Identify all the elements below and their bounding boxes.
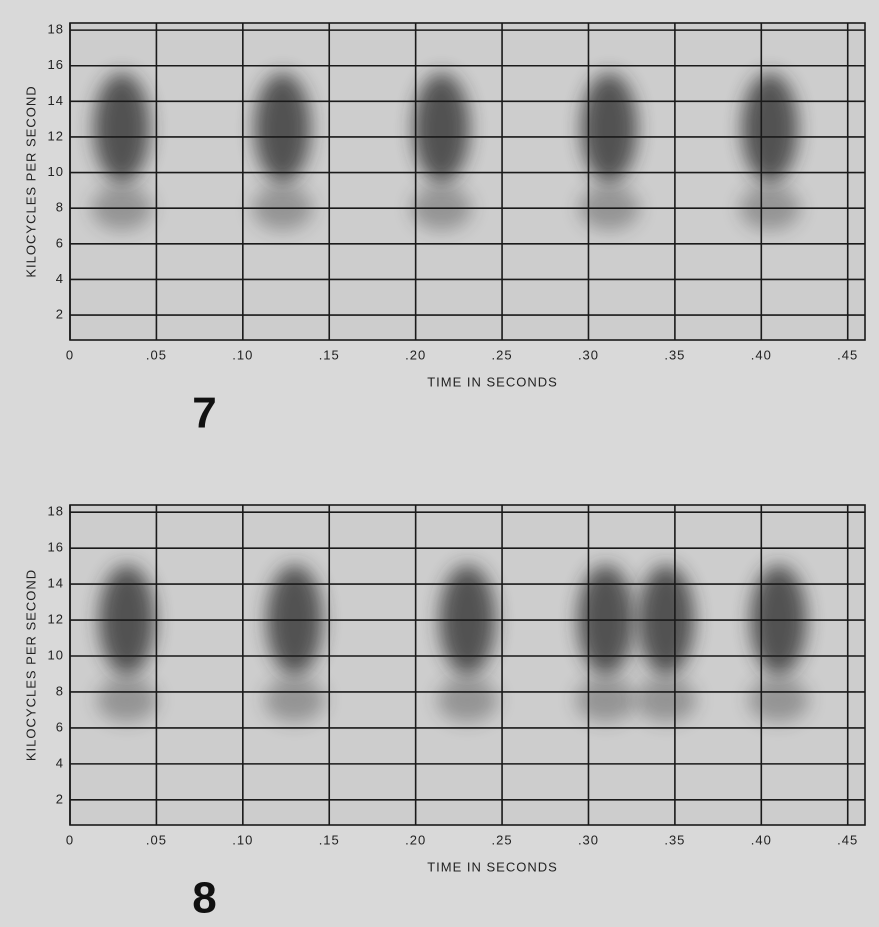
y-tick-label: 8 xyxy=(56,200,64,215)
x-tick-label: .45 xyxy=(837,832,858,847)
x-tick-label: .30 xyxy=(578,347,599,362)
y-tick-label: 12 xyxy=(48,611,64,626)
y-tick-label: 8 xyxy=(56,683,64,698)
y-axis-label: KILOCYCLES PER SECOND xyxy=(23,85,38,277)
energy-burst-low xyxy=(748,678,809,723)
y-tick-label: 2 xyxy=(56,307,64,322)
y-tick-label: 16 xyxy=(48,540,64,555)
y-tick-label: 6 xyxy=(56,235,64,250)
figure-number: 7 xyxy=(192,389,217,438)
plot-frame xyxy=(69,504,866,826)
x-tick-label: .10 xyxy=(232,832,253,847)
x-tick-label: 0 xyxy=(66,832,74,847)
y-tick-label: 4 xyxy=(56,271,64,286)
energy-burst-low xyxy=(575,678,636,723)
x-axis-label: TIME IN SECONDS xyxy=(427,859,558,874)
energy-burst xyxy=(581,73,638,184)
y-axis-label: KILOCYCLES PER SECOND xyxy=(23,569,38,761)
plot-frame xyxy=(69,22,866,341)
plot-area xyxy=(70,23,865,340)
y-tick-label: 18 xyxy=(48,504,64,519)
x-tick-label: .10 xyxy=(232,347,253,362)
y-tick-label: 10 xyxy=(48,647,64,662)
x-tick-label: .25 xyxy=(492,832,513,847)
energy-burst-low xyxy=(264,678,325,723)
energy-burst-low xyxy=(636,678,697,723)
figure-number: 8 xyxy=(192,874,217,923)
x-axis-label: TIME IN SECONDS xyxy=(427,374,558,389)
y-tick-label: 16 xyxy=(48,57,64,72)
energy-burst xyxy=(93,73,150,184)
x-tick-label: .35 xyxy=(664,347,685,362)
y-tick-label: 4 xyxy=(56,755,64,770)
y-tick-label: 14 xyxy=(48,576,64,591)
x-tick-label: .05 xyxy=(146,832,167,847)
energy-burst-low xyxy=(97,678,158,723)
x-tick-label: .20 xyxy=(405,347,426,362)
x-tick-label: .35 xyxy=(664,832,685,847)
y-tick-label: 12 xyxy=(48,128,64,143)
x-tick-label: .15 xyxy=(319,347,340,362)
x-tick-label: .05 xyxy=(146,347,167,362)
energy-burst xyxy=(254,73,311,184)
y-tick-label: 14 xyxy=(48,93,64,108)
y-tick-label: 6 xyxy=(56,719,64,734)
x-tick-label: .40 xyxy=(751,347,772,362)
x-tick-label: .20 xyxy=(405,832,426,847)
x-tick-label: .15 xyxy=(319,832,340,847)
x-tick-label: .40 xyxy=(751,832,772,847)
x-tick-label: .45 xyxy=(837,347,858,362)
energy-burst-low xyxy=(437,678,498,723)
x-tick-label: .25 xyxy=(492,347,513,362)
y-tick-label: 10 xyxy=(48,164,64,179)
x-tick-label: .30 xyxy=(578,832,599,847)
energy-burst xyxy=(741,73,798,184)
energy-burst xyxy=(413,73,470,184)
x-tick-label: 0 xyxy=(66,347,74,362)
y-tick-label: 2 xyxy=(56,791,64,806)
y-tick-label: 18 xyxy=(48,22,64,37)
